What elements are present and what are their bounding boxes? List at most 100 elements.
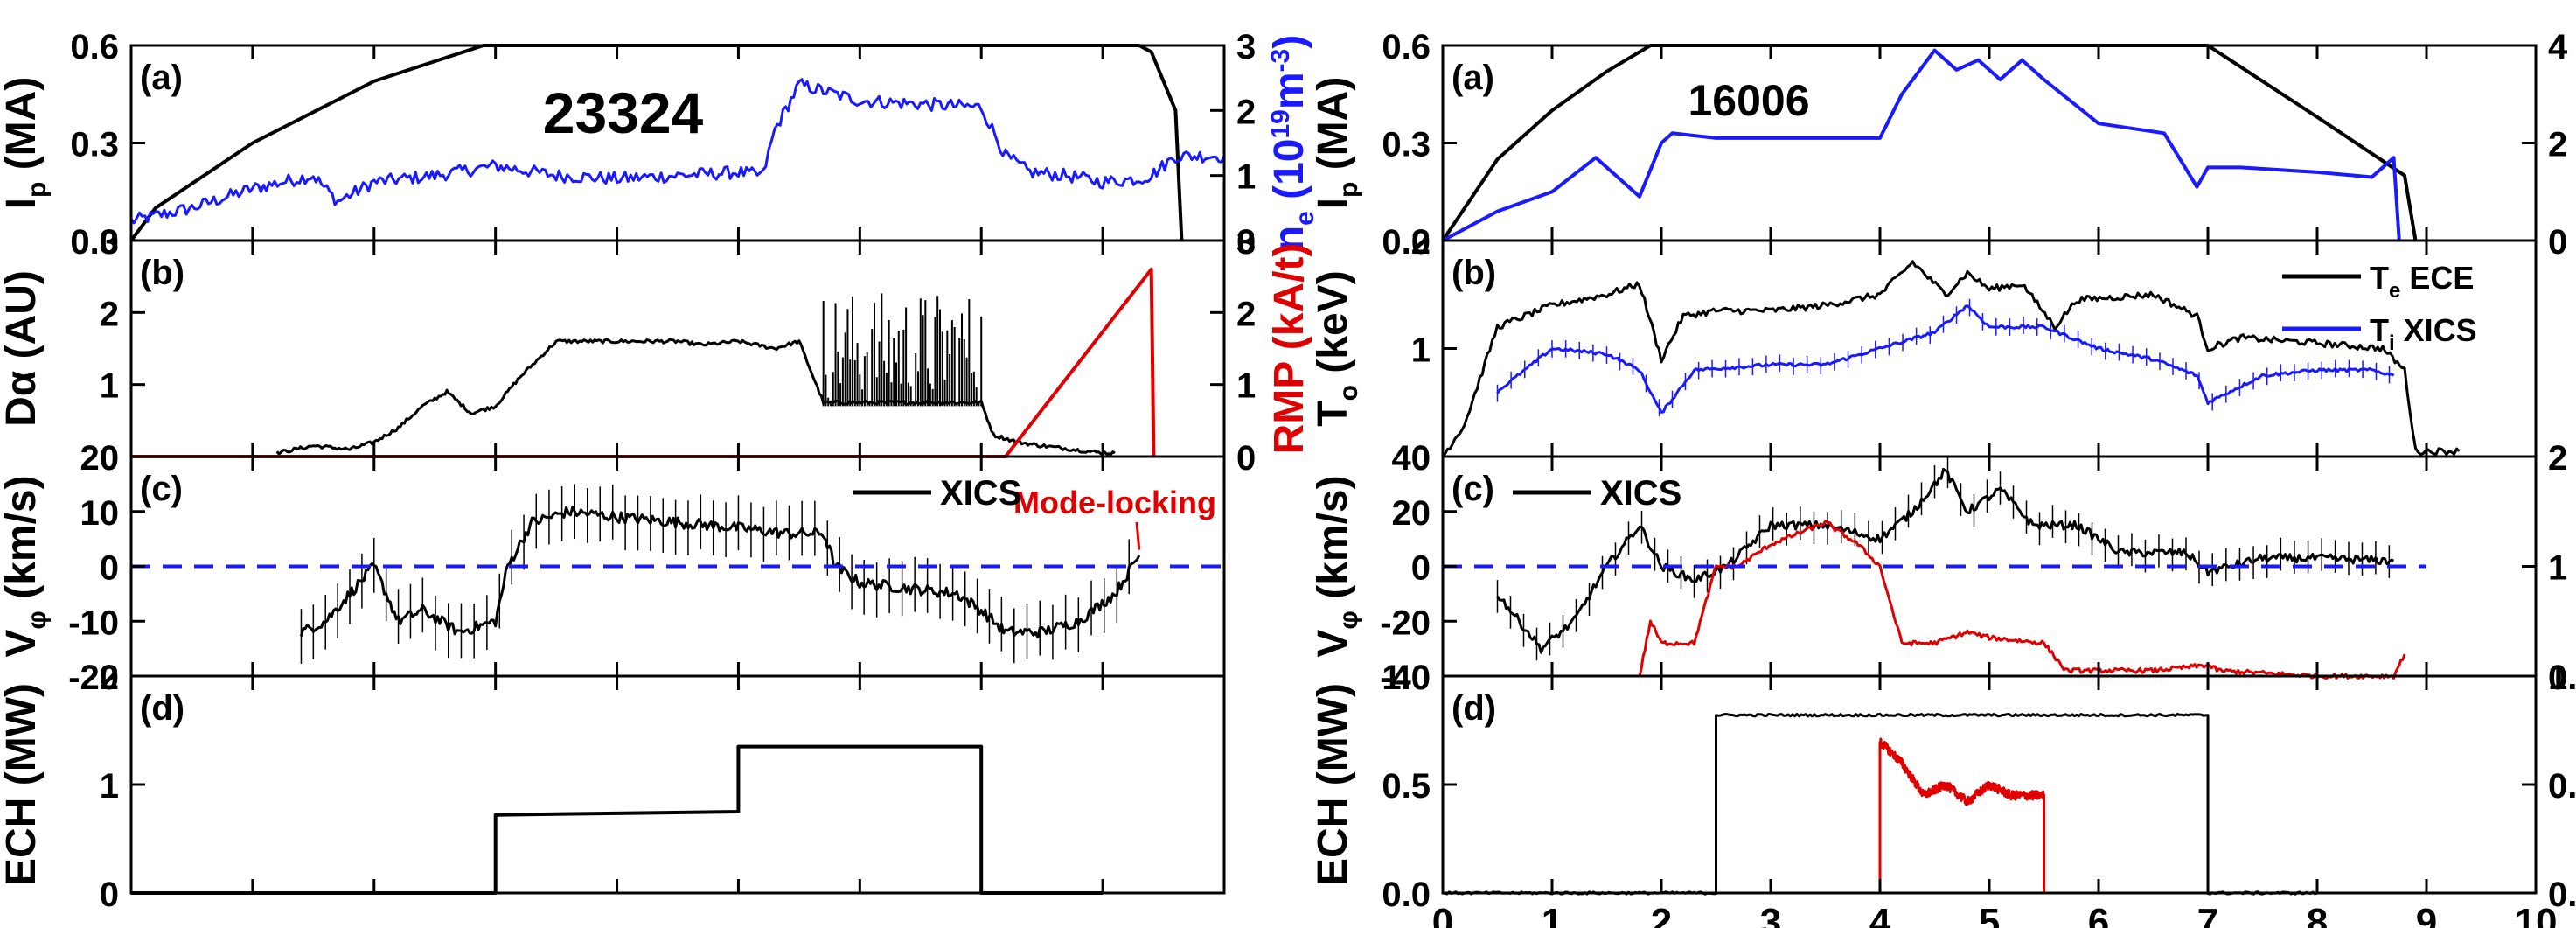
ytick-right-label: 2 [1236, 93, 1256, 131]
panel-label-right-d: (d) [1452, 689, 1496, 728]
ylabel-right-left-b: RMP (kA/t) [1266, 243, 1312, 455]
series-left-c-0 [299, 506, 1141, 639]
ytick-left-label: 0.6 [1382, 28, 1431, 66]
series-right-b-1 [1496, 304, 2395, 414]
ytick-left-label: 0 [100, 876, 119, 914]
ytick-right-label: 2 [2548, 126, 2567, 164]
ylabel-right-left-a-base: n [1266, 226, 1312, 251]
ytick-left-label: 0.5 [1382, 767, 1431, 806]
ylabel-left-left-a: Ip (MA) [0, 77, 52, 210]
series-right-d-1 [1878, 737, 2045, 893]
series-right-c-0-errorbars [1496, 455, 2391, 661]
panel-right-b: 0 1 2 To (keV) (b) Te ECE Ti XICS [1310, 223, 2538, 478]
xtick-label: 10 [2515, 901, 2558, 928]
ytick-left-label: -20 [68, 659, 119, 697]
ylabel-left-right-b-sub: o [1334, 385, 1363, 401]
panel-label-left-a: (a) [140, 59, 183, 97]
ylabel-left-right-d-base: ECH [1310, 798, 1356, 886]
xtick-label: 7 [2197, 901, 2218, 928]
ylabel-right-left-a-sup: 19 [1266, 109, 1295, 138]
ylabel-left-right-a-base: I [1310, 198, 1356, 209]
ylabel-left-right-a-sub: p [1334, 182, 1363, 198]
ytick-left-label: 0.3 [70, 126, 119, 164]
ylabel-left-right-a-unit: (MA) [1310, 77, 1356, 182]
xticks-left-b [129, 241, 1226, 457]
ytick-left-label: 0 [100, 439, 119, 478]
ylabel-left-right-b-unit: (keV) [1310, 270, 1356, 385]
ylabel-left-right-b-base: T [1310, 401, 1356, 426]
ytick-right-label: 1 [1236, 158, 1256, 197]
annotation-mode-locking: Mode-locking [1013, 485, 1216, 520]
ytick-left-label: 0.0 [1382, 876, 1431, 914]
frame-right-a [1441, 44, 2538, 242]
panel-label-left-d: (d) [140, 689, 184, 728]
ytick-left-label: 2 [1411, 223, 1431, 262]
panel-label-right-b: (b) [1452, 254, 1496, 292]
ytick-left-label: 0 [1411, 439, 1431, 478]
ytick-right-label: 2 [1236, 295, 1256, 333]
ylabel-left-left-c-base: V [0, 630, 45, 658]
ytick-right-label: 0 [1236, 439, 1256, 478]
xtick-label: 8 [2307, 901, 2328, 928]
ytick-right-label: 0 [2548, 659, 2567, 697]
ytick-right-label: 0.0 [2548, 876, 2576, 914]
series-right-b-0 [1441, 260, 2461, 458]
ylabel-left-right-d-unit: (MW) [1310, 683, 1356, 798]
ytick-right-label: 3 [1236, 223, 1256, 262]
panel-label-left-c: (c) [140, 470, 183, 508]
legend-sub: i [2389, 331, 2395, 355]
ytick-left-label: 0.3 [1382, 126, 1431, 164]
xtick-label: 0 [1432, 901, 1453, 928]
ytick-right-label: 2 [2548, 439, 2567, 478]
legend-label-0: Te ECE [2370, 260, 2474, 303]
xticks-left-c [129, 457, 1226, 676]
legend-label-1: Ti XICS [2370, 312, 2477, 355]
ytick-left-label: 3 [100, 223, 119, 262]
xtick-label: 1 [1542, 901, 1563, 928]
ylabel-right-left-b-unit: (kA/t) [1266, 243, 1312, 362]
ytick-left-label: 2 [100, 659, 119, 697]
ytick-left-label: 1 [100, 767, 119, 806]
legend-label-right-c: XICS [1600, 474, 1681, 513]
ylabel-left-left-c: Vφ (km/s) [0, 475, 52, 657]
ylabel-right-left-a-sub: e [1291, 211, 1319, 226]
series-left-b-0 [275, 338, 1116, 457]
ytick-left-label: 0.6 [70, 28, 119, 66]
ylabel-right-left-a-unit2: m [1266, 72, 1312, 109]
ytick-right-label: 1 [1236, 367, 1256, 406]
ylabel-left-left-a-sub: p [23, 182, 52, 198]
ylabel-left-left-c-unit: (km/s) [0, 475, 45, 611]
series-left-b-2 [131, 267, 1156, 458]
ytick-left-label: 40 [1392, 439, 1431, 478]
legend-text: ECE [2400, 260, 2474, 296]
frame-left-b [129, 239, 1226, 458]
ytick-left-label: 10 [80, 494, 120, 533]
xtick-label: 5 [1979, 901, 2000, 928]
xtick-label: 3 [1760, 901, 1781, 928]
ytick-left-label: 1 [1411, 331, 1431, 370]
ylabel-right-left-a-sup2: -3 [1266, 49, 1295, 73]
ytick-right-label: 0 [1236, 223, 1256, 262]
legend-base: T [2370, 312, 2389, 348]
ylabel-right-left-a-close: ) [1266, 35, 1312, 49]
ytick-left-label: 1 [100, 367, 119, 406]
xticks-right-c [1441, 457, 2538, 676]
ytick-right-label: 1.0 [2548, 659, 2576, 697]
ylabel-left-left-b-unit: (AU) [0, 270, 45, 371]
xticks-right-b [1441, 241, 2538, 457]
series-right-b-1-errorbars [1496, 298, 2391, 417]
legend-text: XICS [2395, 312, 2477, 348]
ytick-left-label: -20 [1380, 604, 1431, 642]
ylabel-left-left-b: Dα (AU) [0, 270, 45, 427]
panel-label-right-a: (a) [1452, 59, 1494, 97]
series-left-c-0-errorbars [300, 484, 1130, 664]
xticks-right-d [1441, 676, 2538, 893]
mode-locking-arrow [1135, 521, 1141, 550]
xticks-left-a [129, 45, 1226, 241]
panel-label-right-c: (c) [1452, 470, 1494, 508]
ylabel-right-left-a: ne (1019m-3) [1266, 35, 1319, 251]
xtick-label: 4 [1869, 901, 1891, 928]
